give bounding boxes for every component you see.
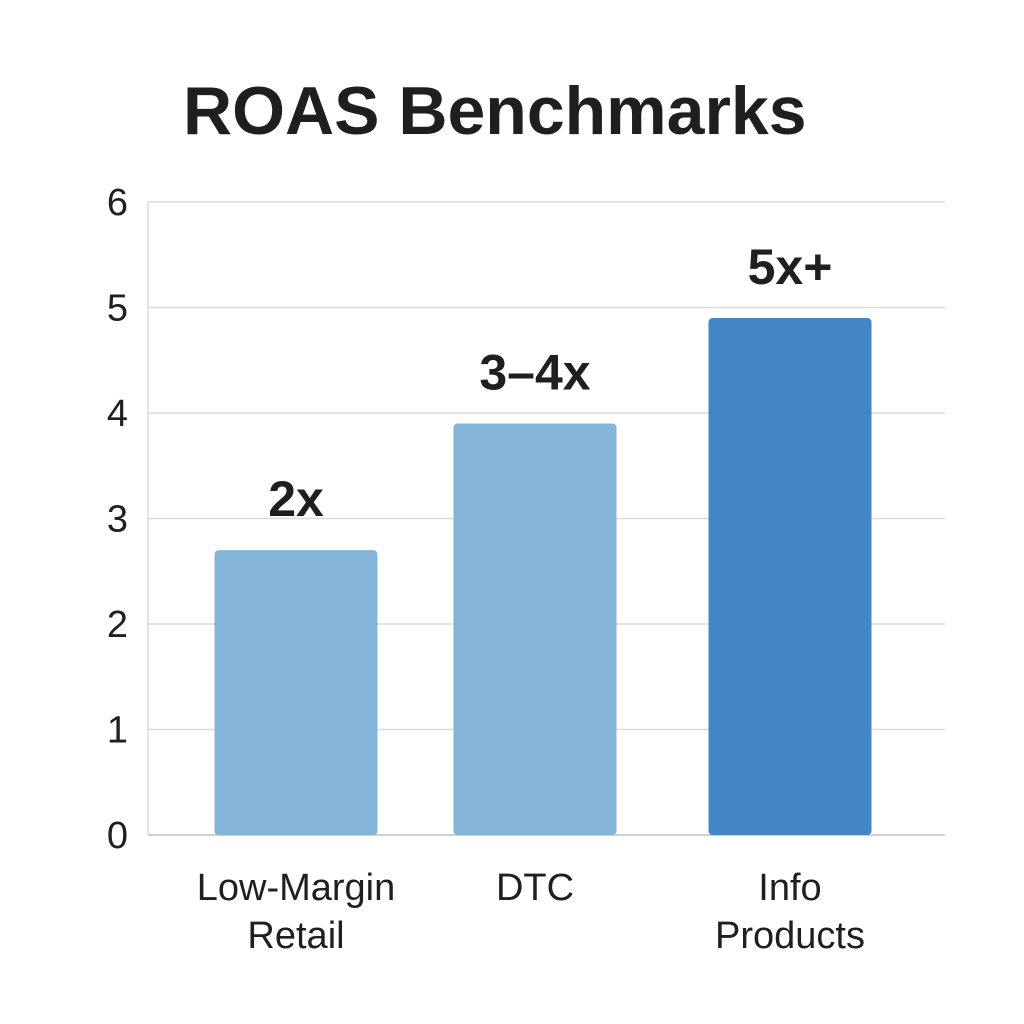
y-tick-label: 5 [107,288,128,330]
y-tick-label: 6 [107,182,128,224]
bar [214,550,378,835]
category-label: Info [758,867,821,909]
bar-data-label: 2x [268,471,324,527]
bar-data-label: 5x+ [748,239,833,295]
category-label: Retail [247,915,344,957]
y-tick-label: 4 [107,393,128,435]
category-label: Low-Margin [197,867,396,909]
data-labels: 2x 3–4x 5x+ [268,239,832,527]
bars [214,318,872,835]
bar [708,318,872,835]
bar [453,423,617,835]
bar-data-label: 3–4x [479,345,590,401]
y-tick-label: 1 [107,710,128,752]
chart-title: ROAS Benchmarks [183,73,807,149]
y-tick-label: 3 [107,499,128,541]
y-axis-ticks: 0 1 2 3 4 5 6 [107,182,128,857]
x-axis-categories: Low-Margin Retail DTC Info Products [197,867,865,957]
y-tick-label: 2 [107,604,128,646]
category-label: DTC [496,867,574,909]
y-tick-label: 0 [107,815,128,857]
category-label: Products [715,915,865,957]
